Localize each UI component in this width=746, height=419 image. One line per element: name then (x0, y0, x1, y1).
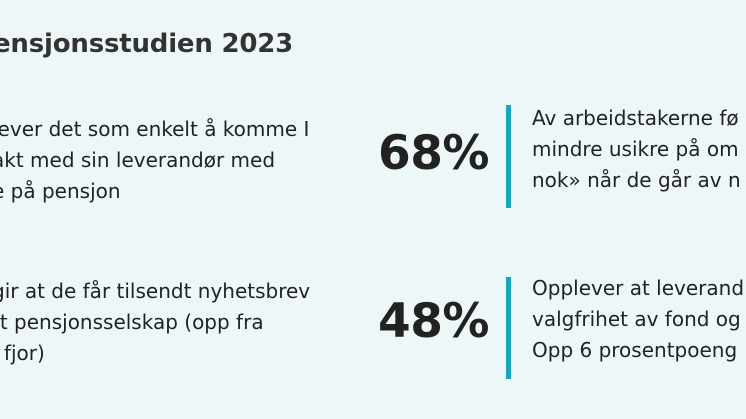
stat-1-value: 68% (378, 126, 490, 181)
stat-1-description: lever det som enkelt å komme I akt med s… (0, 114, 309, 207)
page-title: ensjonsstudien 2023 (0, 29, 294, 59)
stat-2-value: 48% (378, 294, 490, 349)
stat-2-detail-line: Opplever at leverand (532, 276, 745, 300)
stat-1-detail-line: nok» når de går av n (532, 168, 741, 192)
stat-2-description-line: tt pensjonsselskap (opp fra (0, 310, 264, 334)
stat-1-description-line: lever det som enkelt å komme I (0, 117, 310, 141)
stat-1-divider (506, 105, 511, 208)
stat-2-description: gir at de får tilsendt nyhetsbrev tt pen… (0, 276, 310, 369)
stat-2-divider (506, 277, 511, 379)
stat-1-detail: Av arbeidstakerne fø mindre usikre på om… (532, 103, 741, 196)
stat-2-description-line: i fjor) (0, 341, 45, 365)
stat-1-description-line: e på pensjon (0, 179, 121, 203)
stat-1-description-line: akt med sin leverandør med (0, 148, 276, 172)
stat-2-detail: Opplever at leverand valgfrihet av fond … (532, 273, 744, 366)
stat-2-description-line: gir at de får tilsendt nyhetsbrev (0, 279, 311, 303)
stat-2-detail-line: Opp 6 prosentpoeng (532, 338, 738, 362)
stat-2-detail-line: valgfrihet av fond og (532, 307, 741, 331)
stat-1-detail-line: mindre usikre på om (532, 137, 739, 161)
stat-1-detail-line: Av arbeidstakerne fø (532, 106, 739, 130)
